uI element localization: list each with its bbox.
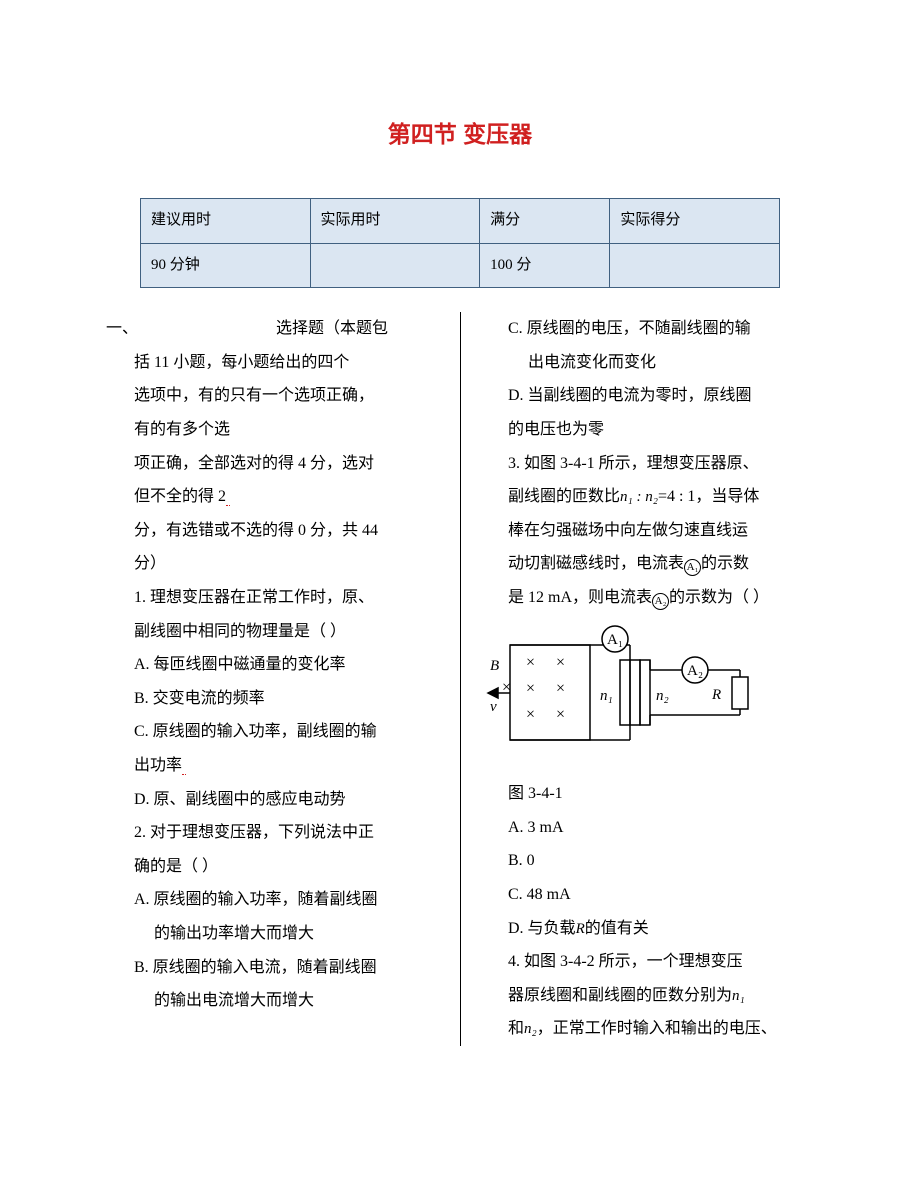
q3-d-text: D. 与负载 bbox=[508, 920, 576, 937]
q1-option-c: 出功率 bbox=[106, 749, 440, 783]
table-row: 建议用时 实际用时 满分 实际得分 bbox=[141, 199, 780, 244]
q2-option-c: C. 原线圈的电压，不随副线圈的输 bbox=[480, 312, 814, 346]
q3-text: 是 12 mA，则电流表 bbox=[508, 589, 652, 606]
table-row: 90 分钟 100 分 bbox=[141, 243, 780, 288]
q3-stem: 动切割磁感线时，电流表A₁的示数 bbox=[480, 547, 814, 581]
svg-text:×: × bbox=[556, 706, 565, 723]
body-columns: 一、 选择题（本题包 括 11 小题，每小题给出的四个 选项中，有的只有一个选项… bbox=[90, 312, 830, 1046]
intro-line: 括 11 小题，每小题给出的四个 bbox=[106, 346, 440, 380]
q3-option-b: B. 0 bbox=[480, 844, 814, 878]
n2-symbol: n₂ bbox=[524, 1014, 537, 1046]
meta-header: 建议用时 bbox=[141, 199, 311, 244]
section-number: 一、 bbox=[106, 312, 276, 346]
meta-cell bbox=[610, 243, 780, 288]
meta-header: 实际用时 bbox=[310, 199, 480, 244]
label-n1: n₁ bbox=[600, 688, 613, 704]
q1-option-b: B. 交变电流的频率 bbox=[106, 682, 440, 716]
q2-option-b: 的输出电流增大而增大 bbox=[106, 984, 440, 1018]
q2-option-c: 出电流变化而变化 bbox=[480, 346, 814, 380]
intro-line: 但不全的得 2 bbox=[106, 480, 440, 514]
q1-stem: 1. 理想变压器在正常工作时，原、 bbox=[106, 581, 440, 615]
q1-option-a: A. 每匝线圈中磁通量的变化率 bbox=[106, 648, 440, 682]
q3-text: 的示数 bbox=[701, 555, 749, 572]
ammeter-a2-icon: A₂ bbox=[652, 593, 669, 610]
meta-header: 满分 bbox=[480, 199, 610, 244]
intro-line: 分，有选错或不选的得 0 分，共 44 bbox=[106, 514, 440, 548]
q3-text: 副线圈的匝数比 bbox=[508, 488, 620, 505]
intro-line: 选项中，有的只有一个选项正确， bbox=[106, 379, 440, 413]
figure-caption: 图 3-4-1 bbox=[480, 777, 814, 811]
intro-line: 分） bbox=[106, 547, 440, 581]
svg-text:×: × bbox=[502, 679, 511, 696]
page-title: 第四节 变压器 bbox=[90, 110, 830, 158]
q3-stem: 是 12 mA，则电流表A₂的示数为（ ） bbox=[480, 581, 814, 615]
q1-option-c: C. 原线圈的输入功率，副线圈的输 bbox=[106, 715, 440, 749]
svg-text:×: × bbox=[556, 680, 565, 697]
label-B: B bbox=[490, 658, 499, 674]
q2-option-a: A. 原线圈的输入功率，随着副线圈 bbox=[106, 883, 440, 917]
q1-stem: 副线圈中相同的物理量是（ ） bbox=[106, 615, 440, 649]
q3-stem: 副线圈的匝数比n₁ : n₂=4 : 1，当导体 bbox=[480, 480, 814, 514]
q4-stem: 器原线圈和副线圈的匝数分别为n₁ bbox=[480, 979, 814, 1013]
q2-stem: 确的是（ ） bbox=[106, 850, 440, 884]
meta-header: 实际得分 bbox=[610, 199, 780, 244]
svg-text:×: × bbox=[526, 654, 535, 671]
q3-option-d: D. 与负载R的值有关 bbox=[480, 912, 814, 946]
q1-option-c-text: 出功率 bbox=[134, 757, 182, 774]
r-symbol: R bbox=[576, 914, 585, 946]
svg-text:×: × bbox=[556, 654, 565, 671]
section-head-rest: 选择题（本题包 bbox=[276, 312, 388, 346]
label-R: R bbox=[711, 687, 721, 703]
q3-option-c: C. 48 mA bbox=[480, 878, 814, 912]
n1-symbol: n₁ bbox=[732, 981, 745, 1013]
q2-stem: 2. 对于理想变压器，下列说法中正 bbox=[106, 816, 440, 850]
q2-option-b: B. 原线圈的输入电流，随着副线圈 bbox=[106, 951, 440, 985]
q3-d-text: 的值有关 bbox=[585, 920, 649, 937]
dotted-underline bbox=[182, 757, 186, 775]
ratio-symbol: n₁ : n₂ bbox=[620, 482, 658, 514]
meta-table: 建议用时 实际用时 满分 实际得分 90 分钟 100 分 bbox=[140, 198, 780, 288]
intro-text: 但不全的得 2 bbox=[134, 488, 226, 505]
svg-text:×: × bbox=[526, 706, 535, 723]
label-v: v bbox=[490, 699, 497, 715]
meta-cell: 90 分钟 bbox=[141, 243, 311, 288]
section-heading: 一、 选择题（本题包 bbox=[106, 312, 440, 346]
q4-text: 器原线圈和副线圈的匝数分别为 bbox=[508, 987, 732, 1004]
meta-cell: 100 分 bbox=[480, 243, 610, 288]
q1-option-d: D. 原、副线圈中的感应电动势 bbox=[106, 783, 440, 817]
intro-line: 有的有多个选 bbox=[106, 413, 440, 447]
q3-stem: 3. 如图 3-4-1 所示，理想变压器原、 bbox=[480, 447, 814, 481]
label-A2: A₂ bbox=[687, 663, 703, 679]
intro-line: 项正确，全部选对的得 4 分，选对 bbox=[106, 447, 440, 481]
dotted-underline bbox=[226, 488, 230, 506]
q3-text: =4 : 1，当导体 bbox=[658, 488, 759, 505]
label-A1: A₁ bbox=[607, 632, 623, 648]
label-n2: n₂ bbox=[656, 688, 669, 704]
q3-option-a: A. 3 mA bbox=[480, 811, 814, 845]
q3-stem: 棒在匀强磁场中向左做匀速直线运 bbox=[480, 514, 814, 548]
q2-option-d: 的电压也为零 bbox=[480, 413, 814, 447]
q3-text: 的示数为（ ） bbox=[669, 589, 769, 606]
circuit-figure: B v A₁ A₂ n₁ n₂ R × × × × × × × bbox=[480, 615, 814, 778]
q2-option-d: D. 当副线圈的电流为零时，原线圈 bbox=[480, 379, 814, 413]
q4-stem: 和n₂，正常工作时输入和输出的电压、 bbox=[480, 1012, 814, 1046]
ammeter-a1-icon: A₁ bbox=[684, 559, 701, 576]
meta-cell bbox=[310, 243, 480, 288]
svg-text:×: × bbox=[526, 680, 535, 697]
q4-text: ，正常工作时输入和输出的电压、 bbox=[537, 1020, 777, 1037]
q2-option-a: 的输出功率增大而增大 bbox=[106, 917, 440, 951]
circuit-svg: B v A₁ A₂ n₁ n₂ R × × × × × × × bbox=[480, 615, 750, 765]
q4-text: 和 bbox=[508, 1020, 524, 1037]
q4-stem: 4. 如图 3-4-2 所示，一个理想变压 bbox=[480, 945, 814, 979]
q3-text: 动切割磁感线时，电流表 bbox=[508, 555, 684, 572]
